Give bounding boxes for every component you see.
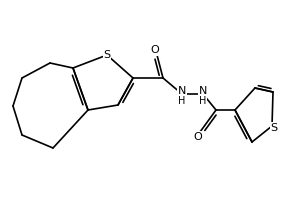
Text: N: N bbox=[199, 86, 207, 96]
Text: S: S bbox=[270, 123, 278, 133]
Text: H: H bbox=[178, 96, 186, 106]
Text: S: S bbox=[103, 50, 111, 60]
Text: O: O bbox=[194, 132, 202, 142]
Text: O: O bbox=[151, 45, 159, 55]
Text: H: H bbox=[199, 96, 207, 106]
Text: N: N bbox=[178, 86, 186, 96]
